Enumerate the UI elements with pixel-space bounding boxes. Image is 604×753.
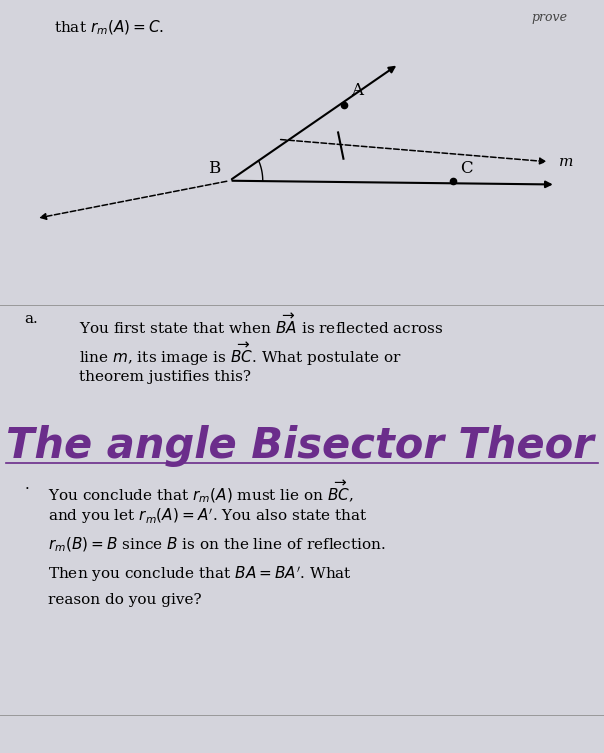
Text: The angle Bisector Theor: The angle Bisector Theor bbox=[6, 425, 594, 468]
Text: reason do you give?: reason do you give? bbox=[48, 593, 202, 607]
Text: A: A bbox=[352, 82, 364, 99]
Text: Then you conclude that $BA = BA'$. What: Then you conclude that $BA = BA'$. What bbox=[48, 564, 352, 584]
Text: .: . bbox=[24, 478, 29, 492]
Text: and you let $r_m(A) = A'$. You also state that: and you let $r_m(A) = A'$. You also stat… bbox=[48, 507, 368, 526]
Text: prove: prove bbox=[532, 11, 568, 24]
Text: a.: a. bbox=[24, 312, 38, 327]
Text: You first state that when $\overrightarrow{BA}$ is reflected across: You first state that when $\overrightarr… bbox=[79, 312, 443, 337]
Text: m: m bbox=[559, 155, 573, 169]
Text: that $r_m(A) = C.$: that $r_m(A) = C.$ bbox=[54, 19, 164, 37]
Text: B: B bbox=[208, 160, 220, 177]
Text: C: C bbox=[460, 160, 473, 177]
Text: theorem justifies this?: theorem justifies this? bbox=[79, 370, 251, 384]
Text: You conclude that $r_m(A)$ must lie on $\overrightarrow{BC}$,: You conclude that $r_m(A)$ must lie on $… bbox=[48, 478, 355, 505]
Text: line $m$, its image is $\overrightarrow{BC}$. What postulate or: line $m$, its image is $\overrightarrow{… bbox=[79, 341, 402, 368]
Text: $r_m(B) = B$ since $B$ is on the line of reflection.: $r_m(B) = B$ since $B$ is on the line of… bbox=[48, 535, 386, 553]
